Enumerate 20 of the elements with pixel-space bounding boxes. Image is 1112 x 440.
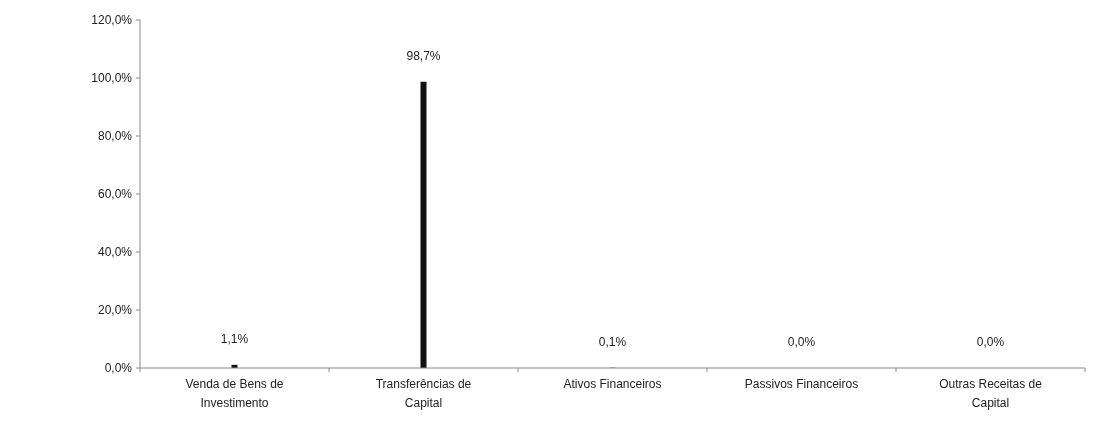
data-label: 1,1% bbox=[220, 331, 249, 346]
data-label: 98,7% bbox=[406, 48, 441, 63]
y-tick-label: 60,0% bbox=[97, 187, 133, 202]
y-tick-label: 0,0% bbox=[104, 361, 133, 376]
y-tick-label: 20,0% bbox=[97, 303, 133, 318]
data-label: 0,0% bbox=[976, 335, 1005, 349]
category-label: Venda de Bens de bbox=[185, 377, 284, 391]
data-label: 0,0% bbox=[787, 335, 816, 349]
category-label: Outras Receitas de bbox=[939, 377, 1042, 391]
y-tick-label: 40,0% bbox=[97, 245, 133, 260]
y-tick-label: 120,0% bbox=[91, 13, 133, 28]
data-label: 0,1% bbox=[598, 334, 627, 349]
category-label: Passivos Financeiros bbox=[744, 377, 859, 391]
y-tick-label: 100,0% bbox=[91, 71, 133, 86]
category-label: Transferências de bbox=[375, 377, 472, 391]
y-tick-label: 80,0% bbox=[97, 129, 133, 144]
category-label: Capital bbox=[404, 396, 443, 410]
category-label: Investimento bbox=[200, 396, 269, 410]
category-label: Capital bbox=[971, 396, 1010, 410]
category-label: Ativos Financeiros bbox=[563, 377, 662, 391]
